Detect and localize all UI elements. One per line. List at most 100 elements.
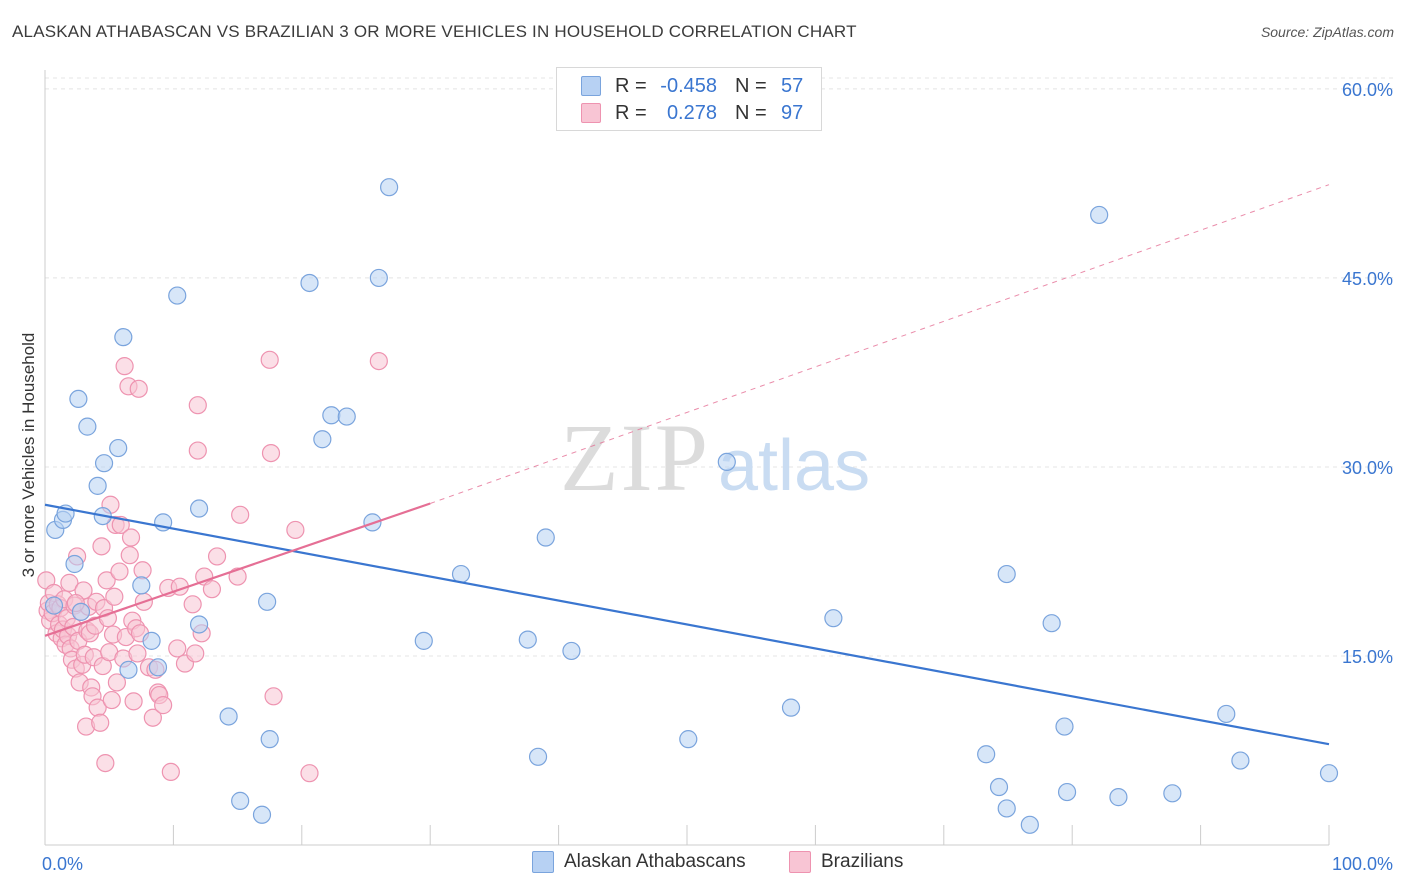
data-point: [133, 561, 152, 580]
data-point: [71, 602, 91, 621]
data-point: [1163, 784, 1182, 803]
data-point: [414, 631, 433, 650]
data-point: [92, 537, 111, 556]
y-tick-labels: 15.0% 30.0% 45.0% 60.0%: [1342, 80, 1393, 667]
data-point: [1020, 815, 1039, 834]
data-point: [300, 273, 319, 293]
legend-item-brazilians: Brazilians: [789, 851, 903, 873]
data-point: [110, 562, 129, 581]
y-tick-label: 60.0%: [1342, 80, 1393, 100]
data-point: [997, 799, 1016, 818]
data-point: [536, 528, 555, 547]
data-point: [231, 791, 250, 810]
data-point: [1042, 614, 1061, 633]
data-point: [207, 547, 227, 566]
data-point: [168, 639, 187, 658]
data-point: [132, 576, 151, 595]
data-point: [188, 396, 207, 415]
data-point: [1109, 788, 1128, 807]
trend-line-alaskan-athabascans: [44, 503, 1330, 746]
data-point: [109, 438, 128, 458]
data-point: [119, 660, 138, 679]
pink-swatch: [581, 103, 601, 123]
data-point: [148, 658, 168, 677]
data-point: [78, 417, 97, 436]
data-point: [562, 641, 581, 661]
data-point: [202, 580, 222, 599]
data-point: [105, 587, 124, 606]
blue-swatch: [532, 851, 554, 873]
y-tick-label: 15.0%: [1342, 647, 1393, 667]
data-point: [1217, 704, 1236, 724]
stats-row-blue: R = -0.458 N = 57: [581, 73, 803, 99]
r-label: R =: [615, 74, 647, 97]
stats-legend: R = -0.458 N = 57 R = 0.278 N = 97: [556, 67, 822, 131]
r-label: R =: [615, 101, 647, 124]
data-point: [824, 609, 843, 628]
data-point: [518, 630, 537, 649]
data-point: [228, 567, 247, 586]
data-point: [161, 762, 180, 782]
data-point: [337, 407, 356, 426]
series-legend: Alaskan Athabascans Brazilians: [0, 851, 1406, 877]
r-value: -0.458: [660, 74, 717, 97]
data-point: [313, 430, 332, 449]
data-point: [997, 564, 1016, 584]
data-point: [183, 595, 202, 614]
chart-title: ALASKAN ATHABASCAN VS BRAZILIAN 3 OR MOR…: [12, 22, 857, 41]
trend-lines: [44, 184, 1330, 746]
legend-item-alaskan-athabascans: Alaskan Athabascans: [532, 851, 746, 873]
data-point: [129, 379, 148, 398]
data-point: [1090, 205, 1109, 225]
data-point: [679, 730, 698, 749]
data-point: [300, 764, 319, 783]
data-point: [261, 443, 281, 463]
data-point: [451, 564, 471, 584]
data-point: [143, 708, 162, 727]
data-point: [102, 690, 121, 710]
source-label: Source: ZipAtlas.com: [1260, 24, 1394, 40]
data-point: [96, 753, 115, 773]
data-point: [107, 673, 127, 692]
data-point: [65, 554, 84, 574]
data-point: [44, 596, 64, 615]
data-point: [258, 592, 277, 611]
data-point: [168, 286, 187, 305]
data-point: [528, 747, 548, 766]
alaskan-athabascans-points: [44, 178, 1339, 834]
data-point: [124, 692, 143, 711]
stats-row-pink: R = 0.278 N = 97: [581, 100, 803, 126]
n-label: N =: [735, 101, 767, 124]
data-point: [115, 357, 134, 376]
data-point: [219, 707, 238, 726]
data-point: [1055, 717, 1074, 736]
axes: [44, 70, 1330, 846]
blue-swatch: [581, 76, 601, 96]
x-tick-label: 100.0%: [1332, 854, 1393, 874]
pink-swatch: [789, 851, 811, 873]
r-value: 0.278: [666, 101, 717, 124]
data-point: [91, 713, 110, 732]
data-point: [1231, 751, 1250, 770]
data-point: [1057, 782, 1077, 802]
watermark-zip: ZIP: [560, 404, 710, 511]
data-point: [977, 745, 996, 764]
data-point: [154, 696, 173, 715]
n-value: 97: [781, 101, 804, 124]
data-point: [188, 441, 207, 460]
data-point: [260, 350, 279, 369]
data-point: [1319, 764, 1339, 783]
x-tick-labels: 0.0% 100.0%: [42, 854, 1393, 874]
legend-label: Alaskan Athabascans: [564, 851, 746, 872]
data-point: [264, 687, 283, 706]
data-point: [717, 452, 736, 472]
data-point: [128, 644, 147, 663]
y-axis-label: 3 or more Vehicles in Household: [19, 333, 38, 578]
data-point: [114, 328, 133, 347]
data-point: [322, 406, 341, 425]
data-point: [380, 178, 399, 197]
data-point: [121, 528, 141, 547]
data-point: [369, 351, 388, 371]
y-tick-label: 30.0%: [1342, 458, 1393, 478]
